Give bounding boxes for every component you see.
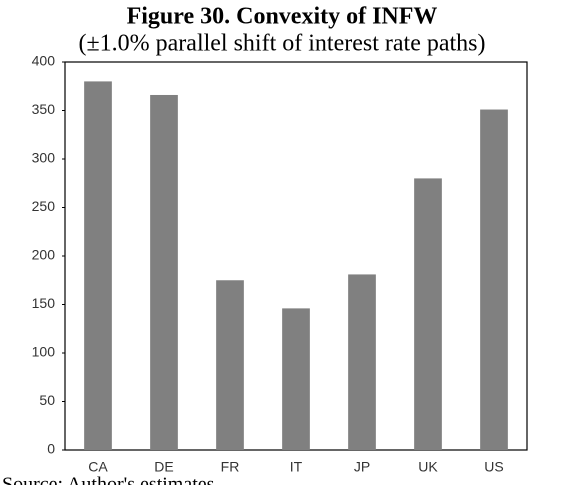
x-tick-label: DE — [154, 459, 173, 475]
y-tick-label: 50 — [39, 392, 55, 408]
bar — [84, 81, 112, 451]
x-tick-label: US — [484, 459, 503, 475]
bar — [480, 109, 508, 450]
y-tick-label: 0 — [47, 441, 55, 457]
y-tick-label: 100 — [32, 344, 56, 360]
x-tick-label: FR — [221, 459, 240, 475]
y-tick-label: 350 — [32, 101, 56, 117]
bar — [216, 280, 244, 450]
chart-title: Figure 30. Convexity of INFW — [127, 4, 438, 30]
chart-subtitle: (±1.0% parallel shift of interest rate p… — [78, 31, 485, 57]
y-tick-label: 250 — [32, 198, 56, 214]
y-tick-label: 400 — [32, 53, 56, 69]
bar — [348, 274, 376, 450]
bar — [150, 94, 178, 450]
x-tick-label: IT — [290, 459, 303, 475]
bar — [282, 308, 310, 450]
y-tick-label: 150 — [32, 295, 56, 311]
source-note: Source: Author's estimates — [2, 474, 215, 485]
x-tick-label: UK — [418, 459, 438, 475]
y-tick-label: 300 — [32, 150, 56, 166]
x-tick-label: CA — [88, 459, 108, 475]
y-tick-label: 200 — [32, 247, 56, 263]
bar — [414, 178, 442, 450]
x-tick-label: JP — [354, 459, 370, 475]
